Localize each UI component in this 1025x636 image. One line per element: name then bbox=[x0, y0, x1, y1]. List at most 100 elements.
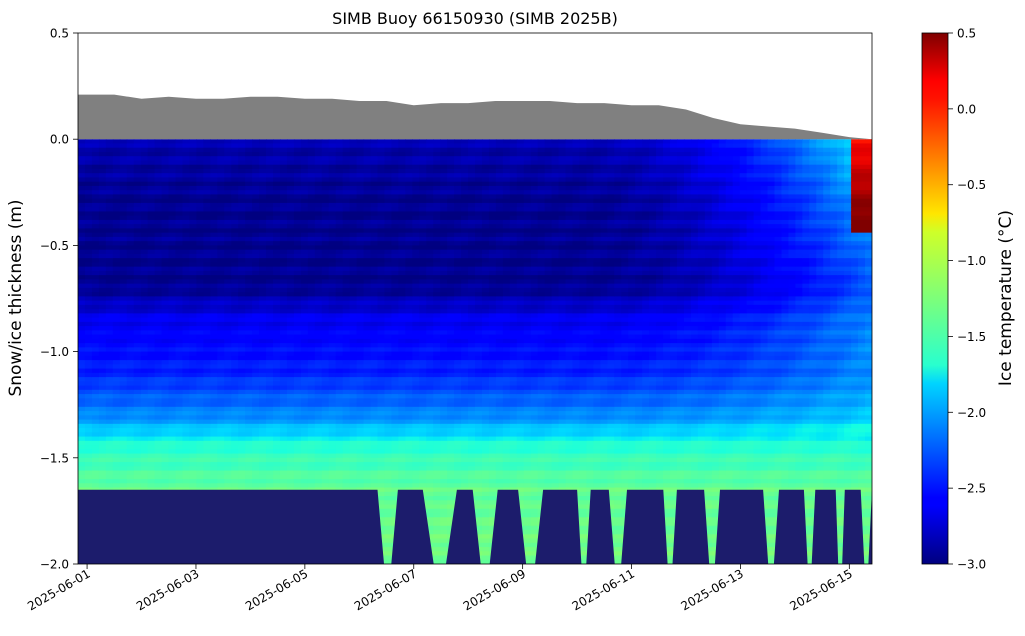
heatmap-cell bbox=[259, 147, 267, 153]
heatmap-cell bbox=[314, 406, 323, 412]
heatmap-cell bbox=[224, 381, 232, 387]
heatmap-cell bbox=[342, 270, 351, 276]
heatmap-cell bbox=[91, 445, 100, 450]
heatmap-cell bbox=[398, 423, 406, 429]
heatmap-cell bbox=[328, 466, 337, 472]
heatmap-cell bbox=[245, 355, 253, 361]
heatmap-cell bbox=[140, 241, 149, 246]
heatmap-cell bbox=[210, 474, 218, 480]
heatmap-cell bbox=[363, 151, 372, 157]
heatmap-cell bbox=[224, 241, 232, 246]
heatmap-cell bbox=[175, 168, 184, 174]
heatmap-cell bbox=[154, 194, 163, 200]
heatmap-cell bbox=[133, 296, 142, 302]
heatmap-cell bbox=[161, 287, 170, 293]
heatmap-cell bbox=[210, 258, 218, 263]
heatmap-cell bbox=[321, 466, 330, 472]
heatmap-cell bbox=[245, 249, 253, 255]
heatmap-cell bbox=[189, 139, 197, 145]
heatmap-cell bbox=[119, 372, 128, 378]
heatmap-cell bbox=[349, 317, 358, 323]
heatmap-cell bbox=[168, 309, 177, 314]
heatmap-cell bbox=[412, 326, 420, 331]
heatmap-cell bbox=[154, 360, 163, 365]
heatmap-cell bbox=[112, 355, 121, 361]
heatmap-cell bbox=[377, 372, 386, 378]
heatmap-cell bbox=[405, 249, 413, 255]
heatmap-cell bbox=[279, 275, 288, 280]
heatmap-cell bbox=[231, 287, 239, 293]
heatmap-cell bbox=[349, 394, 358, 399]
heatmap-cell bbox=[356, 215, 365, 221]
heatmap-cell bbox=[321, 449, 330, 455]
heatmap-cell bbox=[307, 334, 316, 340]
heatmap-cell bbox=[405, 457, 413, 463]
heatmap-cell bbox=[307, 381, 316, 387]
heatmap-cell bbox=[168, 313, 177, 319]
heatmap-cell bbox=[377, 343, 386, 348]
heatmap-cell bbox=[252, 428, 260, 433]
heatmap-cell bbox=[196, 190, 204, 196]
heatmap-cell bbox=[245, 402, 253, 408]
heatmap-cell bbox=[391, 236, 399, 242]
heatmap-cell bbox=[98, 232, 107, 238]
heatmap-cell bbox=[307, 351, 316, 357]
heatmap-cell bbox=[126, 474, 135, 480]
heatmap-cell bbox=[112, 296, 121, 302]
heatmap-cell bbox=[307, 479, 316, 484]
heatmap-cell bbox=[342, 173, 351, 179]
heatmap-cell bbox=[98, 411, 107, 416]
heatmap-cell bbox=[112, 266, 121, 272]
heatmap-cell bbox=[405, 385, 413, 391]
heatmap-cell bbox=[349, 479, 358, 484]
heatmap-cell bbox=[349, 304, 358, 310]
heatmap-cell bbox=[189, 440, 197, 446]
heatmap-cell bbox=[398, 143, 406, 149]
heatmap-cell bbox=[210, 190, 218, 196]
heatmap-cell bbox=[279, 326, 288, 331]
heatmap-cell bbox=[210, 436, 218, 442]
heatmap-cell bbox=[328, 402, 337, 408]
heatmap-cell bbox=[140, 355, 149, 361]
heatmap-cell bbox=[133, 270, 142, 276]
heatmap-cell bbox=[224, 173, 232, 179]
heatmap-cell bbox=[203, 479, 211, 484]
heatmap-cell bbox=[238, 296, 246, 302]
heatmap-cell bbox=[112, 156, 121, 162]
heatmap-cell bbox=[231, 279, 239, 285]
heatmap-cell bbox=[78, 262, 86, 268]
heatmap-cell bbox=[182, 296, 191, 302]
heatmap-cell bbox=[182, 198, 191, 204]
heatmap-cell bbox=[349, 368, 358, 374]
heatmap-cell bbox=[168, 462, 177, 467]
heatmap-cell bbox=[405, 432, 413, 438]
heatmap-cell bbox=[286, 347, 295, 353]
heatmap-cell bbox=[161, 156, 170, 162]
heatmap-cell bbox=[196, 343, 204, 348]
heatmap-cell bbox=[175, 224, 184, 230]
heatmap-cell bbox=[217, 377, 225, 382]
heatmap-cell bbox=[321, 423, 330, 429]
heatmap-cell bbox=[252, 283, 260, 289]
heatmap-cell bbox=[307, 198, 316, 204]
heatmap-cell bbox=[112, 351, 121, 357]
heatmap-cell bbox=[210, 270, 218, 276]
heatmap-cell bbox=[384, 394, 393, 399]
heatmap-cell bbox=[140, 453, 149, 459]
heatmap-cell bbox=[363, 181, 372, 187]
heatmap-cell bbox=[210, 368, 218, 374]
heatmap-cell bbox=[273, 389, 281, 395]
heatmap-cell bbox=[238, 190, 246, 196]
heatmap-cell bbox=[328, 432, 337, 438]
heatmap-cell bbox=[168, 181, 177, 187]
heatmap-cell bbox=[161, 398, 170, 404]
heatmap-cell bbox=[140, 389, 149, 395]
heatmap-cell bbox=[266, 338, 274, 344]
heatmap-cell bbox=[210, 283, 218, 289]
heatmap-cell bbox=[126, 402, 135, 408]
heatmap-cell bbox=[349, 321, 358, 327]
heatmap-cell bbox=[279, 185, 288, 191]
heatmap-cell bbox=[252, 377, 260, 382]
heatmap-cell bbox=[140, 343, 149, 348]
heatmap-cell bbox=[273, 304, 281, 310]
